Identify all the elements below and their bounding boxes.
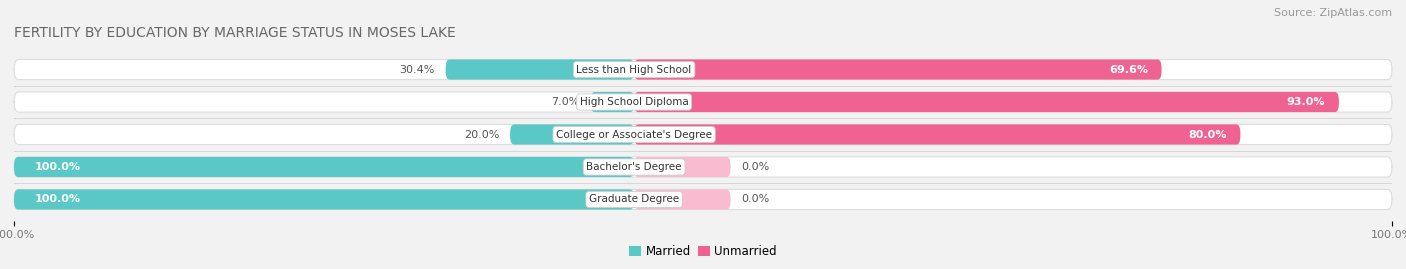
Text: 30.4%: 30.4%: [399, 65, 434, 75]
Text: 100.0%: 100.0%: [35, 162, 80, 172]
Text: 80.0%: 80.0%: [1188, 129, 1226, 140]
Text: 20.0%: 20.0%: [464, 129, 499, 140]
Legend: Married, Unmarried: Married, Unmarried: [628, 245, 778, 258]
Text: Graduate Degree: Graduate Degree: [589, 194, 679, 204]
FancyBboxPatch shape: [14, 125, 1392, 144]
Text: 0.0%: 0.0%: [741, 194, 770, 204]
FancyBboxPatch shape: [634, 189, 731, 210]
FancyBboxPatch shape: [14, 92, 1392, 112]
Text: 93.0%: 93.0%: [1286, 97, 1324, 107]
Text: 69.6%: 69.6%: [1109, 65, 1147, 75]
Text: FERTILITY BY EDUCATION BY MARRIAGE STATUS IN MOSES LAKE: FERTILITY BY EDUCATION BY MARRIAGE STATU…: [14, 26, 456, 40]
FancyBboxPatch shape: [446, 59, 634, 80]
FancyBboxPatch shape: [14, 157, 634, 177]
FancyBboxPatch shape: [591, 92, 634, 112]
Text: 7.0%: 7.0%: [551, 97, 579, 107]
FancyBboxPatch shape: [634, 125, 1240, 144]
FancyBboxPatch shape: [510, 125, 634, 144]
Text: Source: ZipAtlas.com: Source: ZipAtlas.com: [1274, 8, 1392, 18]
Text: College or Associate's Degree: College or Associate's Degree: [557, 129, 711, 140]
Text: High School Diploma: High School Diploma: [579, 97, 689, 107]
FancyBboxPatch shape: [14, 59, 1392, 80]
FancyBboxPatch shape: [634, 157, 731, 177]
Text: Less than High School: Less than High School: [576, 65, 692, 75]
FancyBboxPatch shape: [634, 59, 1161, 80]
FancyBboxPatch shape: [14, 157, 1392, 177]
Text: 0.0%: 0.0%: [741, 162, 770, 172]
FancyBboxPatch shape: [14, 189, 634, 210]
Text: Bachelor's Degree: Bachelor's Degree: [586, 162, 682, 172]
FancyBboxPatch shape: [634, 92, 1339, 112]
Text: 100.0%: 100.0%: [35, 194, 80, 204]
FancyBboxPatch shape: [14, 189, 1392, 210]
